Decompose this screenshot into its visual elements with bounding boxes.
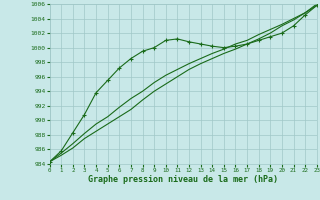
X-axis label: Graphe pression niveau de la mer (hPa): Graphe pression niveau de la mer (hPa)	[88, 175, 278, 184]
